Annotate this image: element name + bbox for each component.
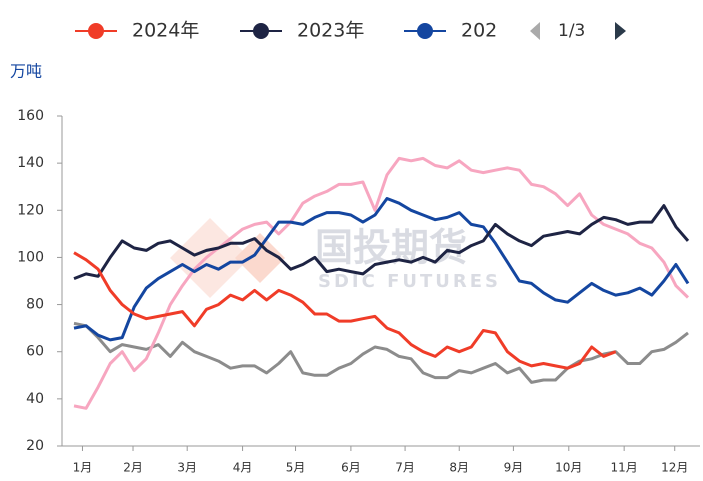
legend-next[interactable] xyxy=(615,22,626,40)
watermark-logo xyxy=(235,233,285,283)
x-tick-label: 10月 xyxy=(555,461,582,475)
series-line xyxy=(73,204,690,280)
legend-page: 1/3 xyxy=(558,21,585,41)
x-tick-label: 5月 xyxy=(286,461,306,475)
legend-label: 2023年 xyxy=(297,20,364,42)
x-tick-label: 12月 xyxy=(661,461,688,475)
series-line xyxy=(73,251,617,370)
x-tick-label: 1月 xyxy=(73,461,93,475)
legend-prev[interactable] xyxy=(530,22,540,40)
y-tick-label: 20 xyxy=(26,438,44,454)
watermark-cn: 国投期货 xyxy=(315,226,467,270)
y-tick-label: 80 xyxy=(26,297,44,313)
x-tick-label: 8月 xyxy=(449,461,469,475)
y-tick-label: 60 xyxy=(26,344,44,360)
watermark-en: SDIC FUTURES xyxy=(318,271,501,292)
series-line xyxy=(73,197,690,342)
series-line xyxy=(73,321,689,384)
x-tick-label: 2月 xyxy=(123,461,143,475)
x-tick-label: 7月 xyxy=(395,461,415,475)
y-tick-label: 100 xyxy=(17,249,44,265)
legend-marker xyxy=(253,23,269,39)
legend-marker xyxy=(88,23,104,39)
legend-label: 2024年 xyxy=(132,20,199,42)
y-tick-label: 40 xyxy=(26,391,44,407)
x-tick-label: 3月 xyxy=(177,461,197,475)
y-tick-label: 160 xyxy=(17,108,44,124)
x-tick-label: 11月 xyxy=(611,461,638,475)
watermark: 国投期货 SDIC FUTURES xyxy=(170,218,501,298)
y-tick-label: 140 xyxy=(17,155,44,171)
legend-label: 202 xyxy=(461,20,497,42)
legend-marker xyxy=(417,23,433,39)
x-tick-label: 4月 xyxy=(233,461,253,475)
y-tick-label: 120 xyxy=(17,202,44,218)
x-tick-label: 6月 xyxy=(341,461,361,475)
y-axis-label: 万吨 xyxy=(10,62,42,81)
series-line xyxy=(73,156,690,410)
x-tick-label: 9月 xyxy=(504,461,524,475)
